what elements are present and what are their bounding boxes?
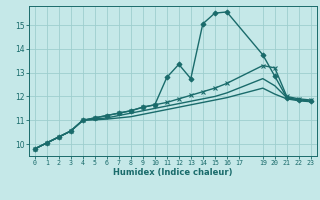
X-axis label: Humidex (Indice chaleur): Humidex (Indice chaleur) — [113, 168, 233, 177]
